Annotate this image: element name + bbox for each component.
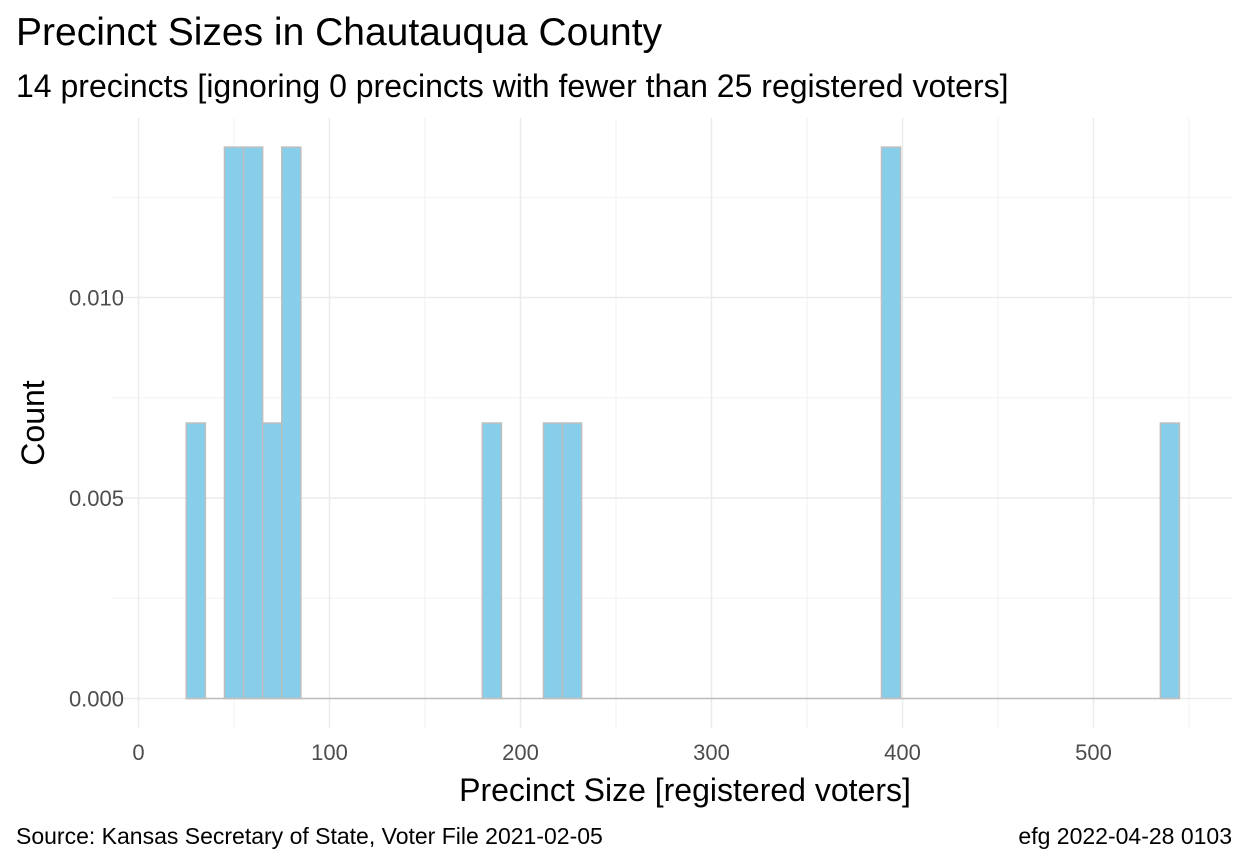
y-axis-title: Count [15,380,51,466]
x-tick-label: 300 [693,740,730,765]
histogram-bar [481,422,503,700]
x-tick-label: 200 [502,740,539,765]
histogram-bar [223,146,245,700]
x-tick-label: 500 [1075,740,1112,765]
histogram-bar [242,146,264,700]
y-tick-label: 0.005 [69,486,124,511]
source-caption: Source: Kansas Secretary of State, Voter… [16,823,603,849]
y-axis-ticks: 0.000 0.005 0.010 [69,286,124,712]
x-tick-label: 0 [132,740,144,765]
histogram-bar [1159,422,1181,700]
histogram-bar [880,146,902,700]
histogram-bar [185,422,207,700]
x-axis-title: Precinct Size [registered voters] [459,772,911,808]
credit-caption: efg 2022-04-28 0103 [1018,823,1232,849]
histogram-bars [185,146,1181,700]
y-tick-label: 0.000 [69,687,124,712]
histogram-bar [542,422,564,700]
y-tick-label: 0.010 [69,286,124,311]
x-tick-label: 400 [884,740,921,765]
histogram-bar [281,146,302,700]
histogram-bar [261,422,283,700]
chart-subtitle: 14 precincts [ignoring 0 precincts with … [16,68,1009,104]
x-tick-label: 100 [311,740,348,765]
histogram-bar [561,422,583,700]
x-axis-ticks: 0 100 200 300 400 500 [132,740,1111,765]
chart-title: Precinct Sizes in Chautauqua County [16,11,663,54]
